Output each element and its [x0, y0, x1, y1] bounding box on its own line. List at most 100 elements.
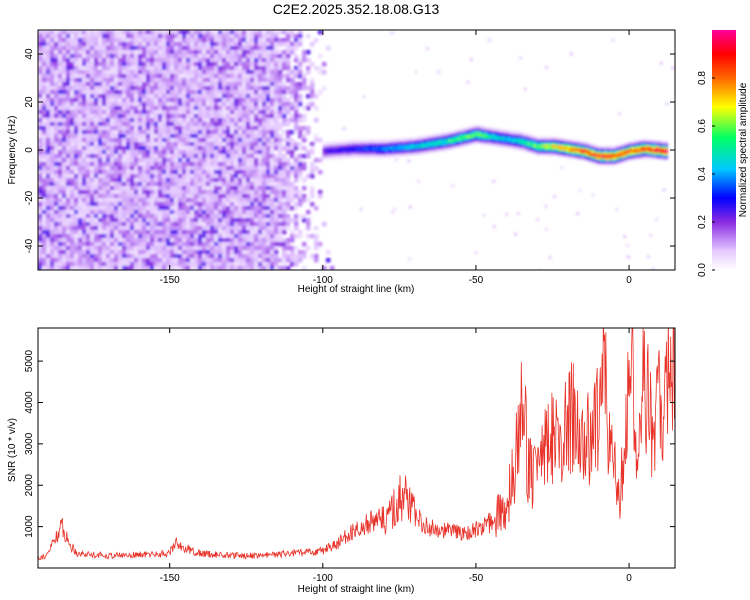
heatmap-cell: [110, 66, 115, 71]
heatmap-cell: [230, 78, 235, 83]
heatmap-cell: [170, 142, 175, 147]
heatmap-cell: [230, 174, 235, 179]
heatmap-cell: [42, 218, 47, 223]
heatmap-cell: [408, 137, 411, 140]
heatmap-cell: [142, 230, 147, 235]
heatmap-cell: [222, 174, 227, 179]
heatmap-cell: [341, 145, 344, 148]
heatmap-cell: [218, 82, 223, 87]
heatmap-cell: [182, 218, 187, 223]
heatmap-cell: [353, 139, 356, 142]
heatmap-cell: [146, 230, 151, 235]
heatmap-cell: [339, 145, 342, 148]
heatmap-cell: [420, 135, 424, 139]
heatmap-cell: [166, 66, 171, 71]
heatmap-cell: [162, 138, 167, 143]
heatmap-cell: [262, 50, 267, 55]
heatmap-cell: [62, 150, 67, 155]
heatmap-cell: [118, 150, 123, 155]
heatmap-cell: [202, 262, 207, 267]
heatmap-cell: [178, 122, 183, 127]
heatmap-cell: [414, 143, 417, 146]
heatmap-cell: [238, 82, 243, 87]
heatmap-cell: [186, 214, 191, 219]
heatmap-cell: [214, 114, 219, 119]
heatmap-cell: [262, 234, 267, 239]
heatmap-cell: [381, 142, 384, 145]
heatmap-cell: [440, 142, 443, 145]
heatmap-cell: [238, 134, 243, 139]
heatmap-cell: [358, 147, 361, 150]
heatmap-cell: [122, 202, 127, 207]
heatmap-cell: [126, 106, 131, 111]
heatmap-cell: [54, 238, 59, 243]
heatmap-cell: [370, 149, 373, 152]
heatmap-cell: [286, 206, 291, 211]
heatmap-cell: [110, 134, 115, 139]
heatmap-cell: [206, 34, 211, 39]
heatmap-cell: [86, 54, 91, 59]
heatmap-cell: [422, 152, 425, 155]
heatmap-cell: [186, 226, 191, 231]
heatmap-cell: [90, 58, 95, 63]
heatmap-cell: [314, 206, 319, 211]
heatmap-cell: [150, 122, 155, 127]
heatmap-cell: [94, 226, 99, 231]
heatmap-cell: [106, 102, 111, 107]
heatmap-cell: [118, 146, 123, 151]
heatmap-cell: [134, 126, 139, 131]
heatmap-cell: [254, 134, 259, 139]
heatmap-cell: [142, 126, 147, 131]
heatmap-cell: [178, 114, 183, 119]
heatmap-cell: [374, 144, 378, 147]
heatmap-cell: [138, 234, 143, 239]
heatmap-cell: [347, 154, 350, 157]
heatmap-cell: [254, 258, 259, 263]
heatmap-cell: [62, 86, 67, 91]
heatmap-cell: [234, 206, 239, 211]
heatmap-cell: [324, 141, 327, 144]
heatmap-cell: [226, 66, 231, 71]
heatmap-cell: [356, 156, 359, 159]
heatmap-cell: [469, 58, 473, 62]
heatmap-cell: [416, 139, 419, 143]
heatmap-cell: [250, 262, 255, 267]
heatmap-cell: [198, 266, 203, 270]
heatmap-cell: [146, 218, 151, 223]
heatmap-cell: [58, 54, 63, 59]
heatmap-cell: [106, 98, 111, 103]
heatmap-cell: [274, 146, 279, 151]
heatmap-cell: [106, 238, 111, 243]
heatmap-cell: [114, 66, 119, 71]
heatmap-cell: [106, 266, 111, 270]
heatmap-cell: [150, 42, 155, 47]
heatmap-cell: [126, 222, 131, 227]
heatmap-cell: [62, 166, 67, 171]
heatmap-cell: [54, 146, 59, 151]
heatmap-cell: [374, 152, 378, 155]
heatmap-cell: [411, 150, 414, 153]
heatmap-cell: [110, 98, 115, 103]
heatmap-cell: [118, 98, 123, 103]
heatmap-cell: [154, 130, 159, 135]
heatmap-cell: [222, 182, 227, 187]
heatmap-cell: [186, 134, 191, 139]
heatmap-cell: [371, 145, 375, 149]
heatmap-cell: [118, 198, 123, 203]
heatmap-cell: [170, 190, 175, 195]
heatmap-cell: [218, 130, 223, 135]
heatmap-cell: [214, 210, 219, 215]
heatmap-cell: [286, 46, 291, 51]
heatmap-cell: [178, 34, 183, 39]
heatmap-cell: [214, 94, 219, 99]
heatmap-cell: [335, 142, 338, 145]
heatmap-cell: [218, 110, 223, 115]
heatmap-cell: [98, 178, 103, 183]
heatmap-cell: [78, 226, 83, 231]
heatmap-cell: [364, 154, 367, 157]
heatmap-cell: [411, 145, 414, 148]
heatmap-cell: [278, 66, 283, 71]
heatmap-cell: [170, 150, 175, 155]
heatmap-cell: [206, 210, 211, 215]
heatmap-cell: [86, 266, 91, 270]
